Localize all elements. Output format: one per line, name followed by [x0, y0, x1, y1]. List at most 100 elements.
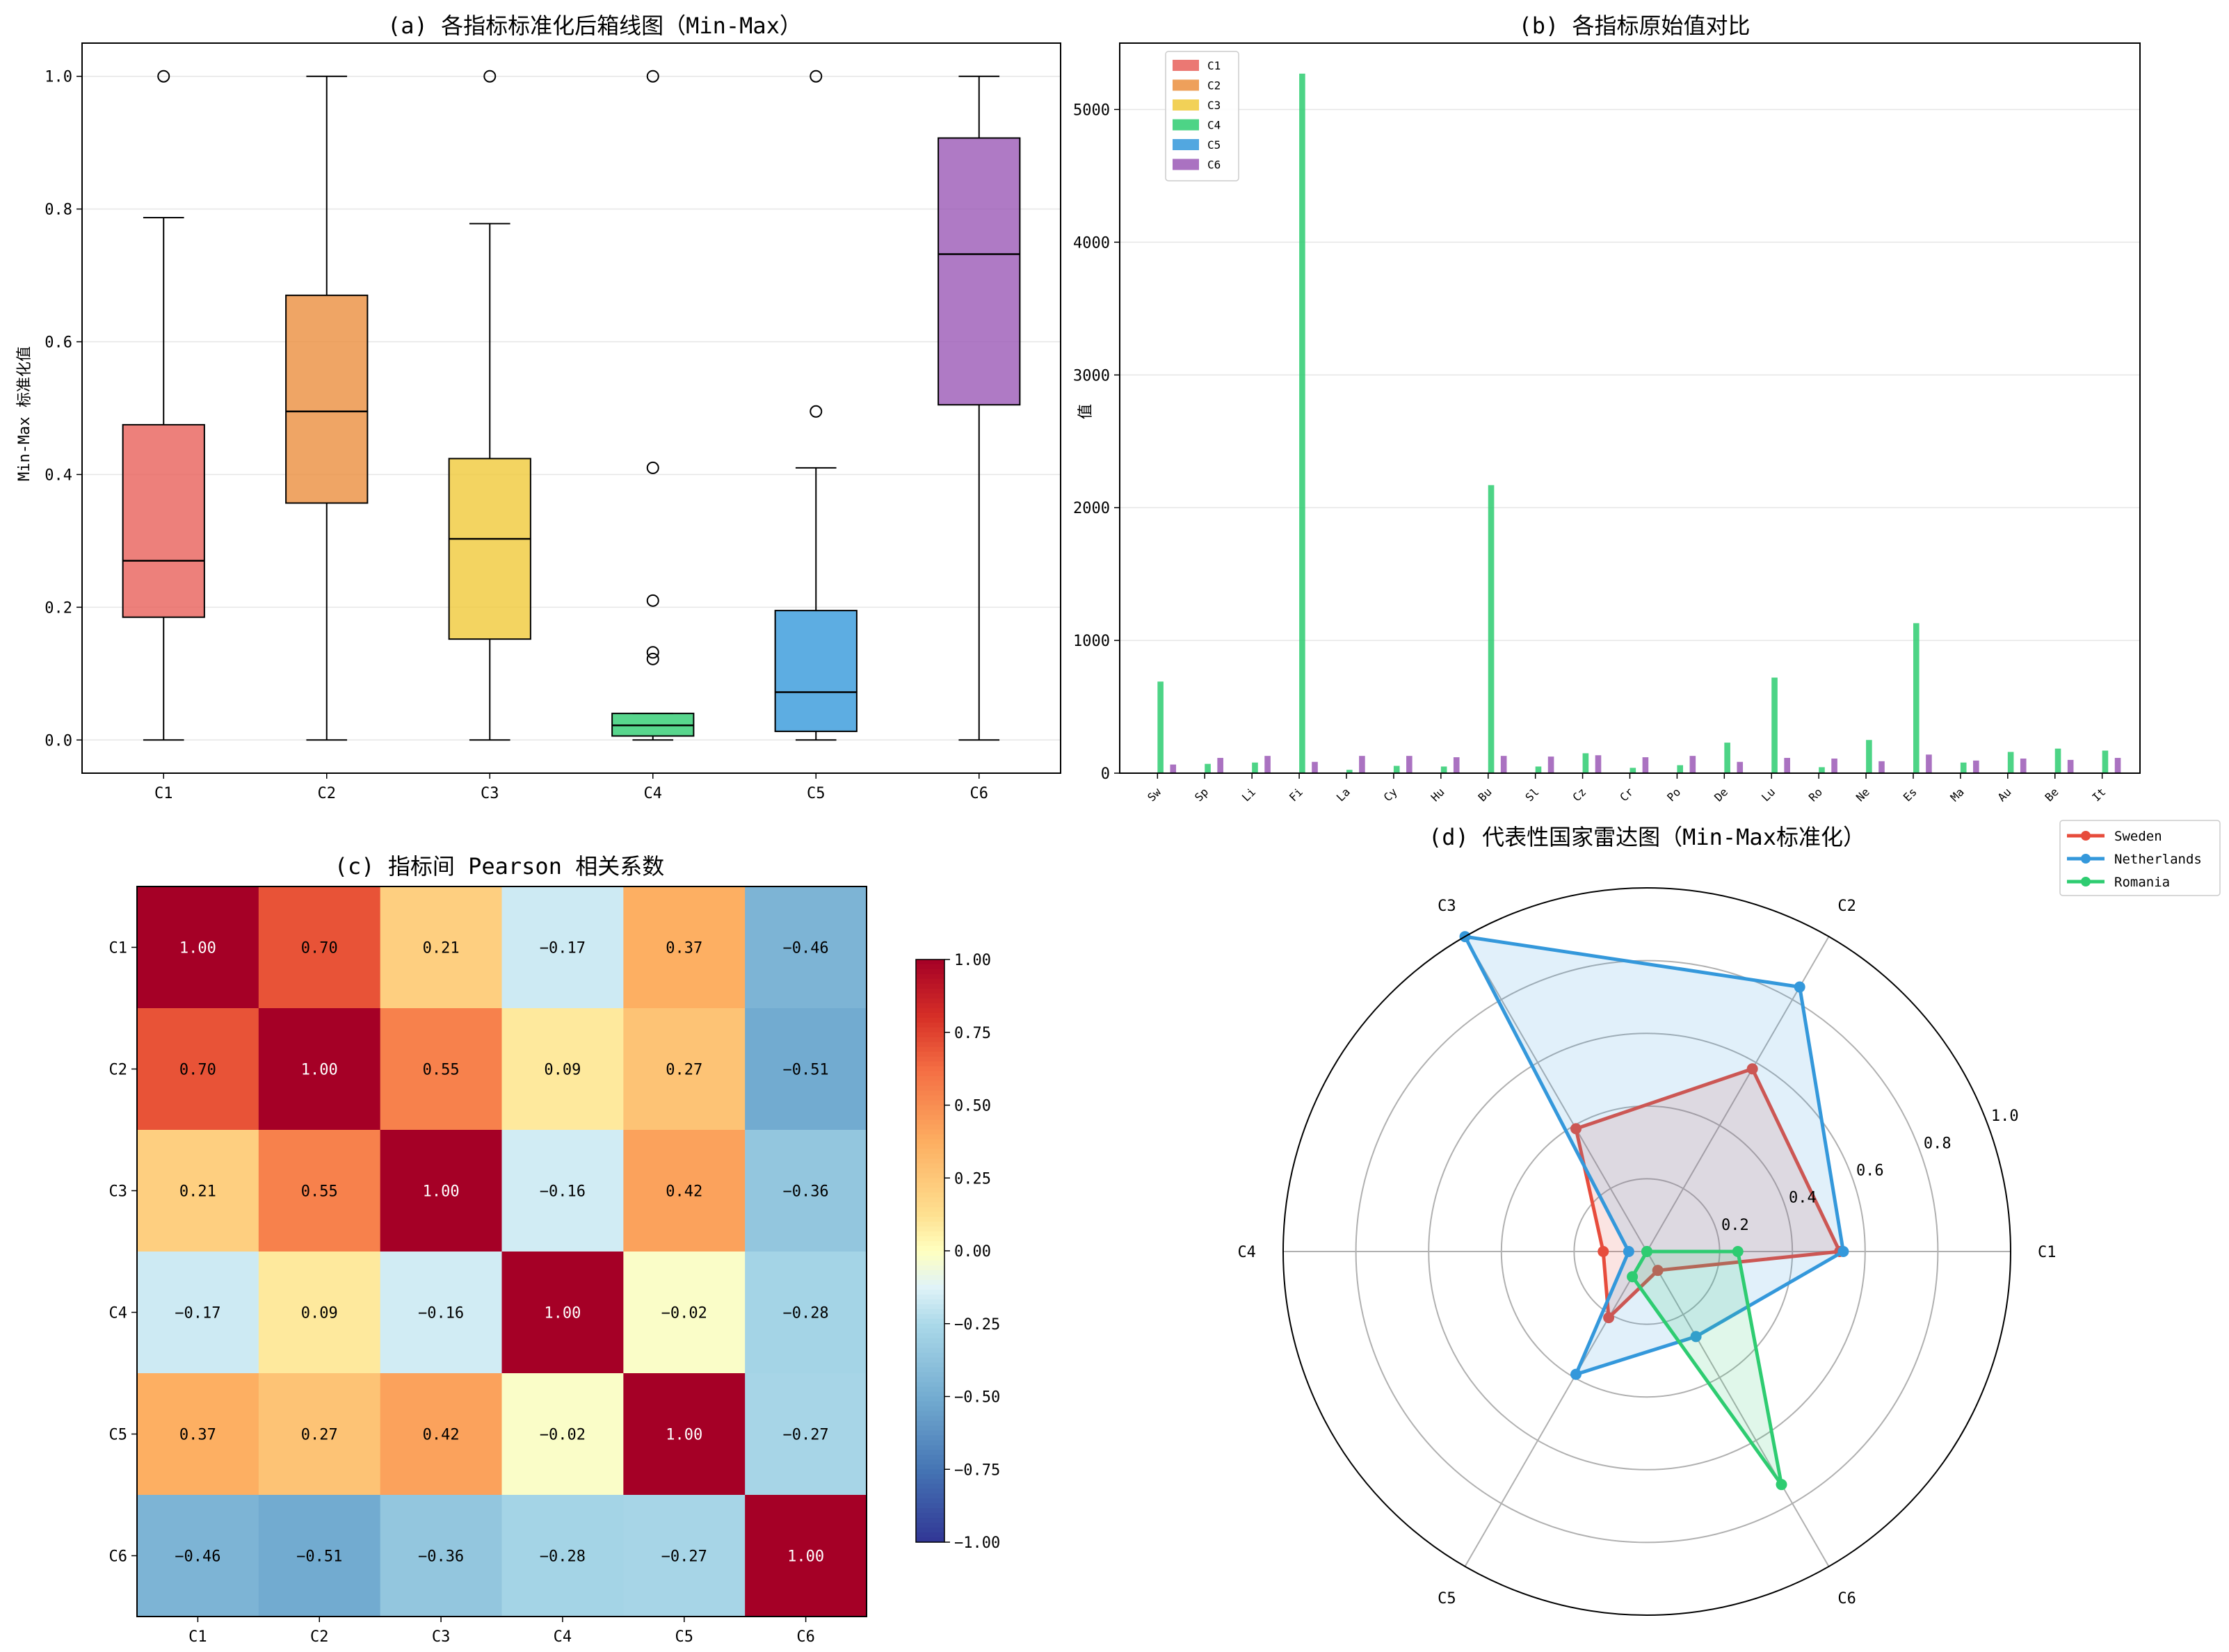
panel-a-box [774, 610, 858, 732]
panel-c-colorbar-segment [916, 1318, 944, 1325]
panel-c-colorbar-segment [916, 1037, 944, 1043]
panel-c-colorbar-segment [916, 1289, 944, 1295]
panel-c-colorbar-segment [916, 1498, 944, 1504]
panel-b-bar [1689, 756, 1696, 773]
panel-c-colorbar-segment [916, 1347, 944, 1354]
panel-d-point [1690, 1331, 1702, 1343]
panel-c-colorbar-tick-label: 0.50 [954, 1098, 991, 1115]
panel-c-colorbar-segment [916, 1265, 944, 1271]
panel-c-colorbar-segment [916, 1493, 944, 1499]
panel-d-point [1837, 1246, 1849, 1257]
panel-c-cell [501, 1008, 624, 1131]
panel-d-point [1732, 1246, 1744, 1257]
panel-c-cell [623, 1008, 746, 1131]
panel-c-colorbar-segment [916, 1464, 944, 1470]
panel-b-bar [1913, 623, 1920, 773]
panel-b-legend-label: C6 [1207, 159, 1221, 172]
panel-c-colorbar-segment [916, 1144, 944, 1149]
panel-b-bar [1157, 681, 1164, 773]
panel-a-xtick-label: C3 [481, 785, 499, 802]
panel-b-bar [1500, 756, 1507, 773]
panel-b-legend-label: C4 [1207, 119, 1221, 132]
panel-b-ylabel: 值 [1077, 404, 1095, 419]
panel-b-bar [2067, 759, 2074, 773]
panel-b-legend-label: C5 [1207, 138, 1221, 152]
panel-c-colorbar-segment [916, 1309, 944, 1315]
panel-c-colorbar-segment [916, 1489, 944, 1494]
panel-c-cell [380, 1495, 502, 1617]
panel-c-cell [380, 1252, 502, 1374]
panel-b-bar [1642, 757, 1649, 773]
panel-c-colorbar-segment [916, 1241, 944, 1247]
panel-a-xtick-label: C4 [644, 785, 663, 802]
panel-b-bar [1737, 761, 1744, 773]
panel-c-colorbar-segment [916, 1362, 944, 1368]
panel-b-bar [1170, 764, 1177, 773]
panel-b-bar [1453, 757, 1460, 773]
panel-c-cell [501, 1495, 624, 1617]
panel-c-xtick-label: C1 [188, 1628, 207, 1646]
panel-d-legend-label: Romania [2114, 875, 2170, 890]
panel-c-cell-label: 1.00 [787, 1548, 824, 1566]
panel-c-colorbar-segment [916, 1168, 944, 1174]
panel-a-xtick-label: C2 [318, 785, 337, 802]
panel-d-point [1641, 1246, 1652, 1257]
panel-c-colorbar-segment [916, 1338, 944, 1344]
panel-c-colorbar-segment [916, 1017, 944, 1023]
panel-c-colorbar-segment [916, 1183, 944, 1188]
panel-b-bar [1960, 762, 1967, 773]
panel-c-colorbar-segment [916, 1076, 944, 1082]
panel-b-bar [1819, 767, 1825, 773]
panel-b-bar [1771, 677, 1778, 773]
panel-d-rtick-label: 0.6 [1856, 1162, 1884, 1179]
panel-c-colorbar-tick-label: 0.25 [954, 1170, 991, 1188]
panel-c-colorbar-segment [916, 1129, 944, 1135]
panel-c-colorbar-segment [916, 1469, 944, 1475]
panel-b-bar [1595, 755, 1602, 773]
panel-c-cell [380, 1373, 502, 1496]
panel-c-colorbar-segment [916, 1188, 944, 1193]
panel-c-cell-label: −0.16 [540, 1183, 586, 1201]
panel-c-colorbar-segment [916, 1056, 944, 1062]
panel-c-colorbar-segment [916, 1222, 944, 1227]
panel-c-colorbar-segment [916, 1022, 944, 1028]
panel-d-point [1794, 981, 1805, 993]
panel-d-spoke [1464, 936, 1648, 1252]
panel-c-cell [137, 886, 259, 1009]
panel-b-bar [1440, 766, 1447, 773]
panel-c-colorbar-segment [916, 1007, 944, 1014]
panel-c-colorbar-segment [916, 1333, 944, 1339]
panel-b-ytick-label: 0 [1101, 766, 1110, 783]
panel-c-colorbar-segment [916, 1440, 944, 1446]
panel-c-ytick-label: C4 [109, 1305, 128, 1322]
panel-d-rtick-label: 1.0 [1991, 1108, 2019, 1125]
panel-c-cell [623, 1373, 746, 1496]
panel-c-colorbar-segment [916, 993, 944, 999]
panel-d-point [1570, 1368, 1582, 1380]
panel-c-colorbar-segment [916, 1484, 944, 1489]
panel-a-ytick-label: 1.0 [45, 69, 72, 86]
panel-b-bar [1926, 754, 1932, 773]
panel-c-colorbar-segment [916, 1192, 944, 1198]
panel-b-bar [1205, 763, 1211, 773]
panel-c-colorbar-segment [916, 1085, 944, 1092]
panel-c-colorbar-segment [916, 1173, 944, 1179]
panel-c-frame [136, 886, 867, 1617]
panel-a-flier [646, 70, 659, 83]
panel-c-ytick-label: C3 [109, 1183, 128, 1201]
panel-a-ytick-label: 0.2 [45, 599, 72, 617]
panel-c-cell-label: −0.46 [175, 1548, 220, 1566]
panel-a-ytick-label: 0.8 [45, 202, 72, 219]
panel-d-axis-label: C2 [1837, 898, 1856, 915]
panel-c-colorbar-segment [916, 1391, 944, 1398]
panel-d-axis-label: C1 [2038, 1244, 2057, 1261]
panel-c-cell-label: 0.55 [423, 1062, 460, 1079]
panel-c-colorbar-segment [916, 1416, 944, 1422]
panel-c-cell [137, 1373, 259, 1496]
panel-c-colorbar-segment [916, 1279, 944, 1286]
panel-b-legend-label: C1 [1207, 59, 1221, 72]
panel-c-colorbar-segment [916, 1459, 944, 1465]
panel-d-legend-frame [2059, 820, 2221, 896]
panel-c-colorbar-tick-label: −0.25 [954, 1316, 1000, 1334]
panel-d-point [1603, 1312, 1615, 1324]
